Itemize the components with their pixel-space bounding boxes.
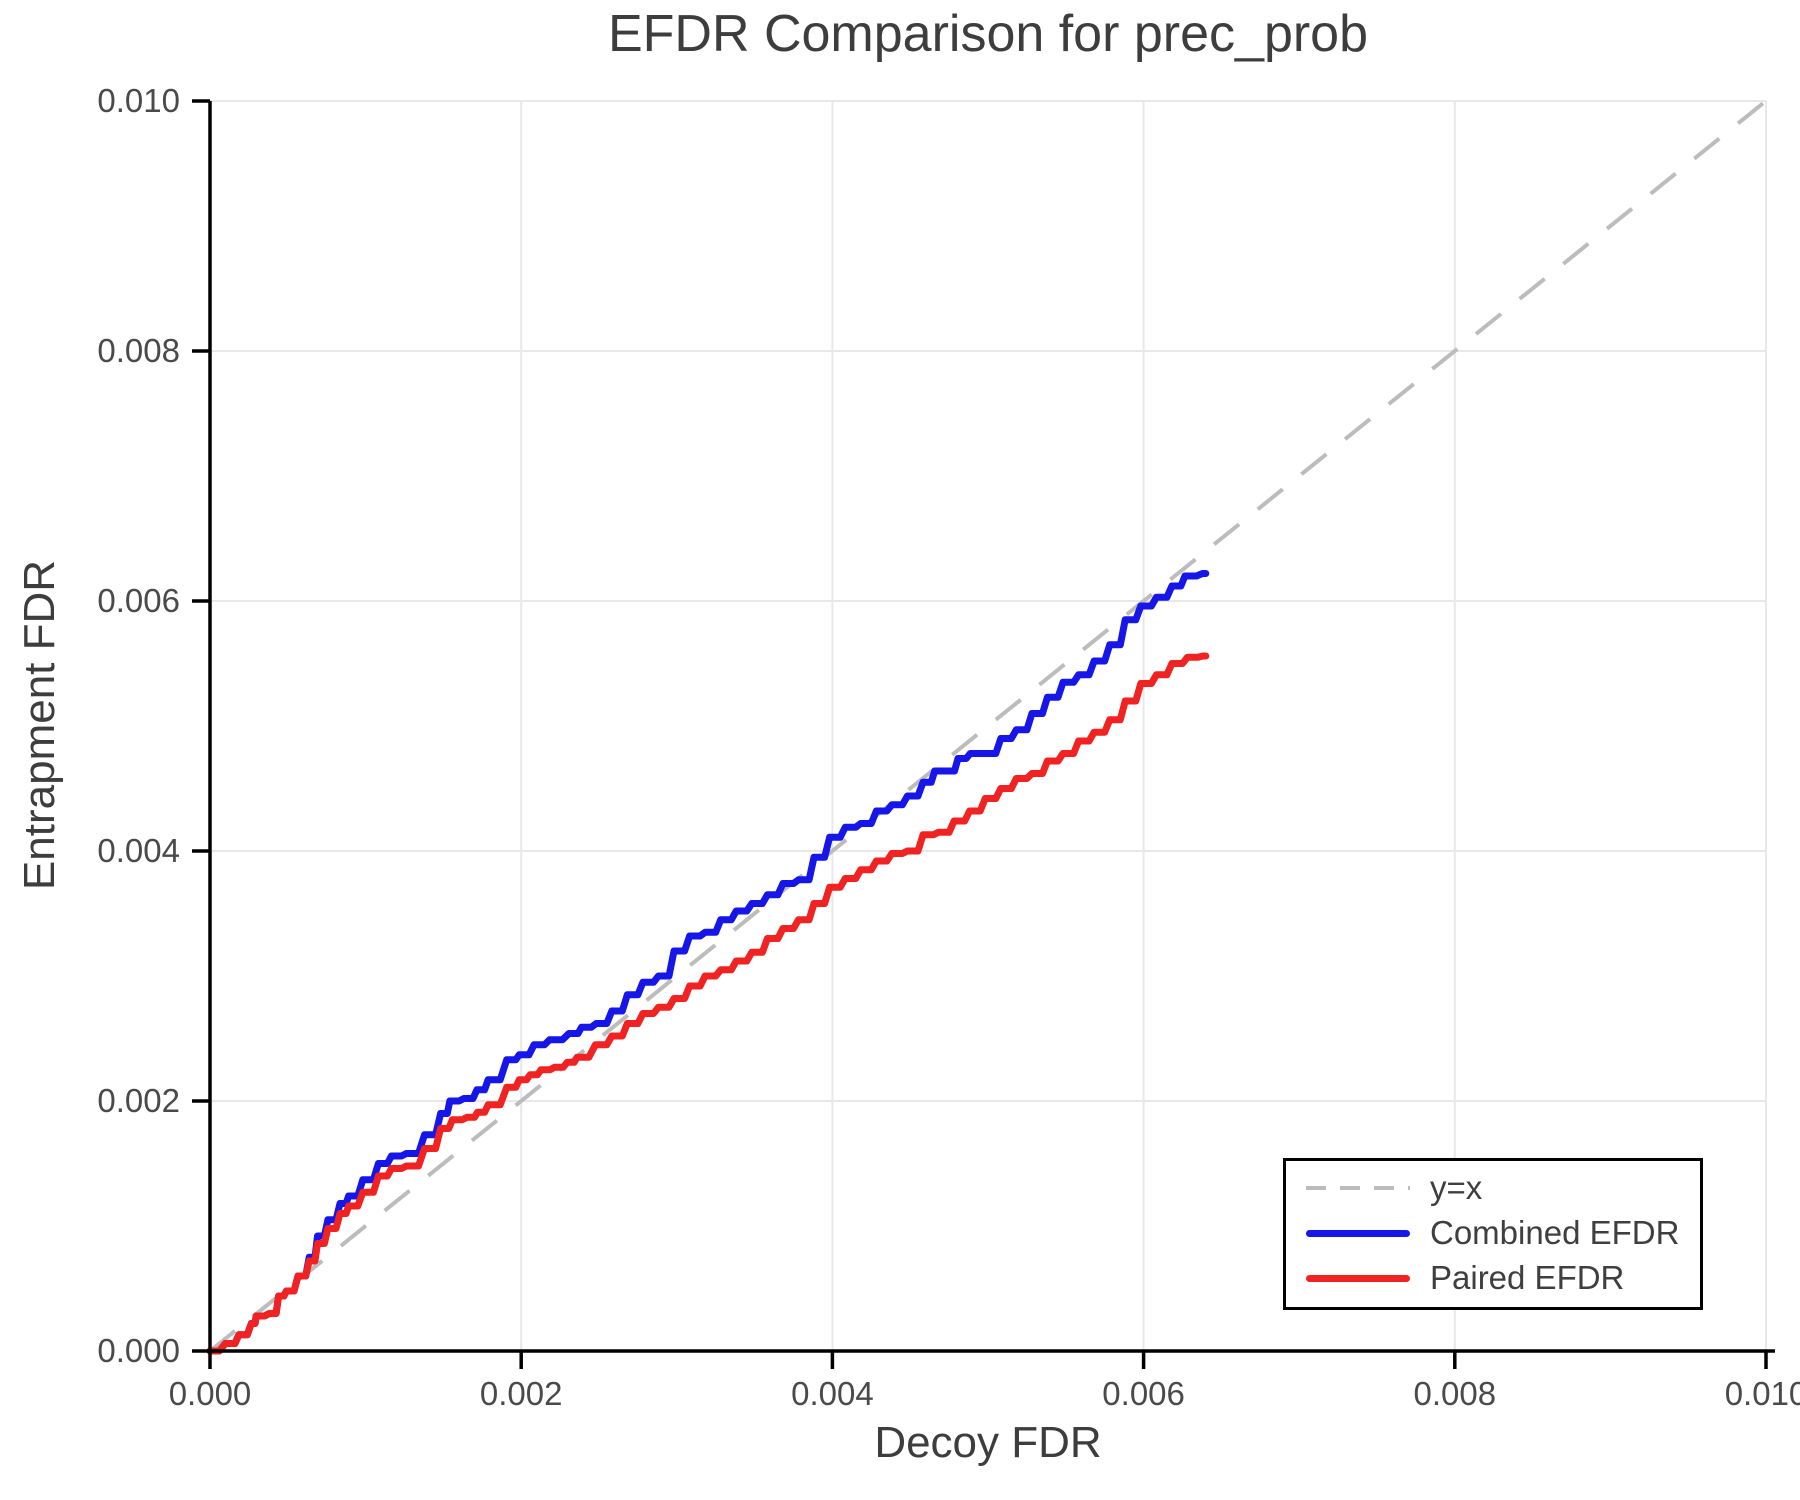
legend-item-combined-efdr: Combined EFDR — [1306, 1214, 1682, 1251]
dashed-line-sample — [1306, 1186, 1410, 1190]
legend-label: Paired EFDR — [1430, 1259, 1625, 1296]
legend-item-paired-efdr: Paired EFDR — [1306, 1259, 1682, 1296]
y-tick-label: 0.004 — [97, 832, 180, 869]
x-tick-label: 0.008 — [1413, 1375, 1497, 1412]
x-tick-label: 0.004 — [791, 1375, 874, 1412]
x-tick-label: 0.010 — [1724, 1375, 1800, 1412]
legend-item-yx: y=x — [1306, 1169, 1682, 1206]
x-axis-title: Decoy FDR — [874, 1418, 1102, 1467]
y-tick-label: 0.002 — [97, 1082, 180, 1119]
combined-line-sample — [1306, 1229, 1410, 1237]
x-tick-label: 0.000 — [168, 1375, 252, 1412]
y-axis-title: Entrapment FDR — [15, 559, 64, 891]
x-tick-label: 0.002 — [479, 1375, 563, 1412]
combined-efdr-line — [206, 570, 1210, 1355]
chart-title: EFDR Comparison for prec_prob — [607, 5, 1369, 63]
legend-label: Combined EFDR — [1430, 1214, 1680, 1251]
paired-efdr-line — [206, 652, 1210, 1355]
y-tick-label: 0.000 — [97, 1332, 180, 1369]
y-tick-label: 0.008 — [97, 332, 180, 369]
paired-line-sample — [1306, 1274, 1410, 1282]
y-tick-label: 0.010 — [97, 82, 180, 119]
legend: y=x Combined EFDR Paired EFDR — [1283, 1158, 1703, 1310]
x-tick-label: 0.006 — [1102, 1375, 1185, 1412]
legend-label: y=x — [1430, 1169, 1483, 1206]
y-tick-label: 0.006 — [97, 582, 180, 619]
